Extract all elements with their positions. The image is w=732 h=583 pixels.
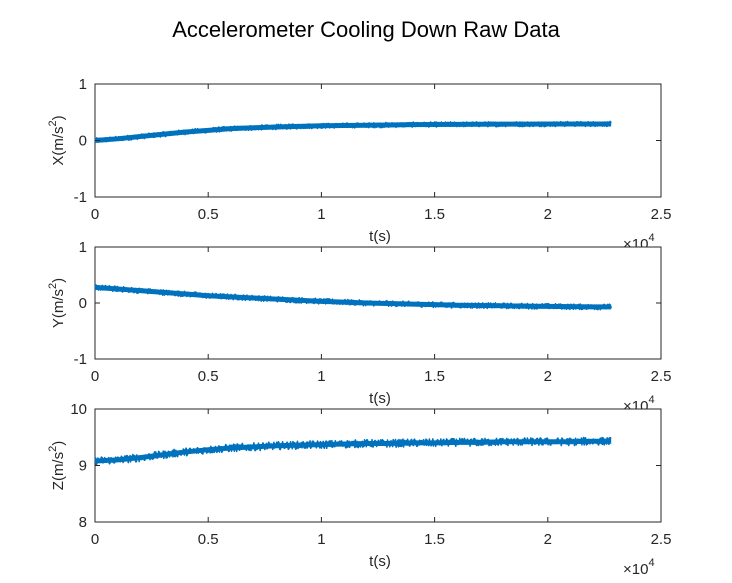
y-tick-label: 8 — [79, 514, 87, 531]
x-tick-label: 1.5 — [424, 368, 445, 385]
y-axis-label: Z(m/s2) — [47, 441, 67, 490]
x-tick-label: 0 — [91, 531, 99, 548]
y-axis-label: X(m/s2) — [47, 115, 67, 165]
series-mean-line-1 — [94, 438, 612, 464]
y-tick-label: 1 — [79, 239, 87, 256]
series-mean-line-1 — [94, 284, 612, 310]
x-tick-label: 2.5 — [651, 368, 672, 385]
x-axis-label: t(s) — [369, 228, 391, 245]
y-tick-label: -1 — [74, 189, 87, 206]
x-tick-label: 1.5 — [424, 531, 445, 548]
x-tick-label: 2 — [544, 368, 552, 385]
x-tick-label: 0.5 — [198, 206, 219, 223]
y-tick-label: 9 — [79, 458, 87, 475]
y-tick-label: 10 — [70, 401, 87, 418]
x-tick-label: 2 — [544, 206, 552, 223]
axes-box — [94, 83, 662, 198]
x-tick-label: 1 — [317, 531, 325, 548]
series-mean-line-1 — [94, 121, 612, 143]
x-tick-label: 0.5 — [198, 368, 219, 385]
chart-title: Accelerometer Cooling Down Raw Data — [172, 17, 560, 42]
x-tick-label: 2 — [544, 531, 552, 548]
x-tick-label: 0 — [91, 206, 99, 223]
y-tick-label: 1 — [79, 76, 87, 93]
y-axis-label: Y(m/s2) — [47, 278, 67, 328]
x-tick-label: 2.5 — [651, 531, 672, 548]
y-tick-label: -1 — [74, 351, 87, 368]
x-tick-label: 1 — [317, 368, 325, 385]
x-axis-multiplier: ×104 — [623, 557, 655, 578]
x-tick-label: 2.5 — [651, 206, 672, 223]
x-tick-label: 1 — [317, 206, 325, 223]
axes-box — [94, 408, 662, 523]
x-tick-label: 0 — [91, 368, 99, 385]
x-tick-label: 0.5 — [198, 531, 219, 548]
x-axis-label: t(s) — [369, 390, 391, 407]
subplot-3: 0 0.5 1 1.5 2 2.5 8 9 10 t(s) ×104 Z(m/s2) — [47, 401, 671, 578]
y-tick-label: 0 — [79, 133, 87, 150]
x-axis-label: t(s) — [369, 553, 391, 570]
y-tick-label: 0 — [79, 295, 87, 312]
x-tick-label: 1.5 — [424, 206, 445, 223]
